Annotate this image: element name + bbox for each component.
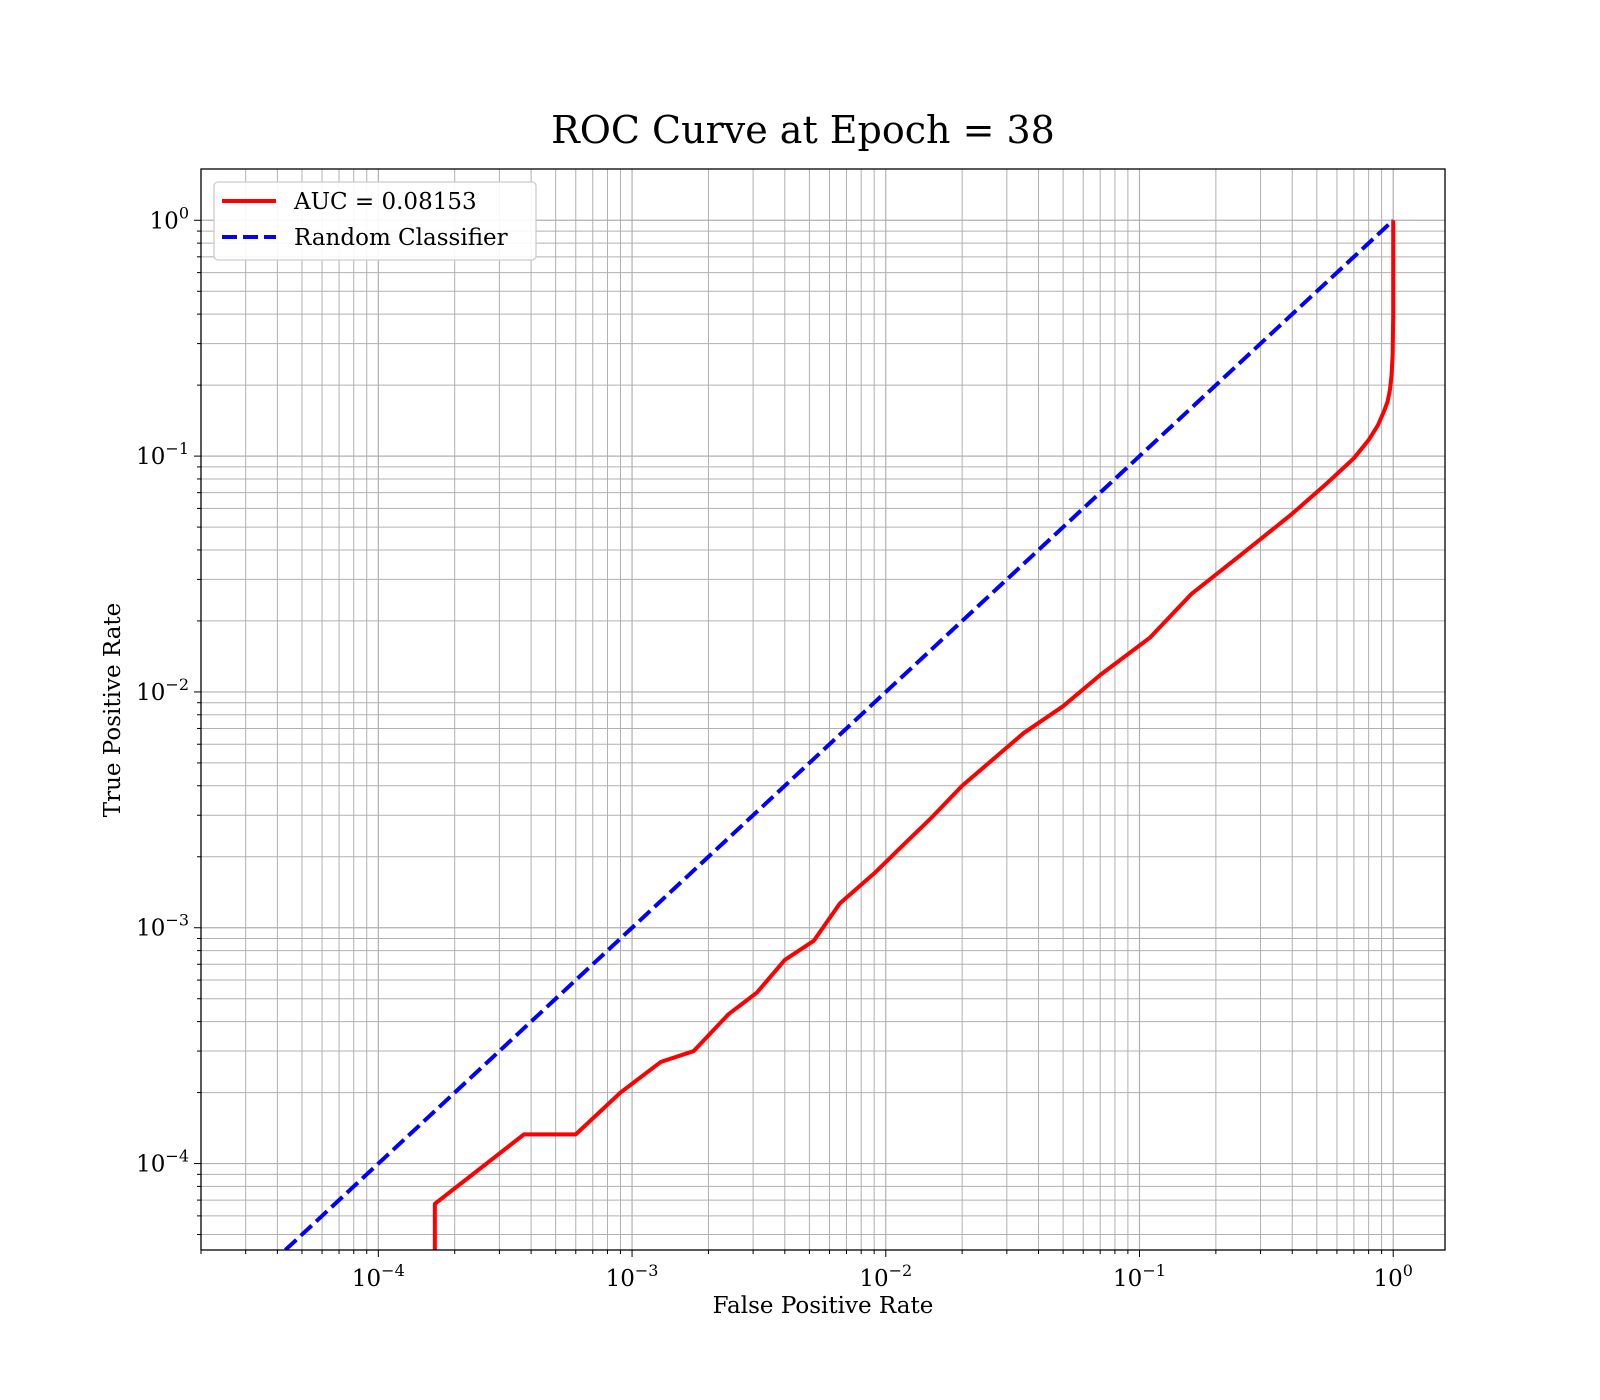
random-classifier-line — [283, 218, 1395, 1250]
y-tick-label: 10−2 — [136, 675, 189, 706]
x-tick-label: 10−1 — [1113, 1261, 1166, 1292]
chart-title: ROC Curve at Epoch = 38 — [551, 108, 1055, 152]
x-tick-label: 10−4 — [352, 1261, 405, 1292]
plot-frame — [200, 168, 1446, 1251]
legend-label-random: Random Classifier — [294, 225, 508, 251]
legend-label-auc: AUC = 0.08153 — [293, 189, 477, 215]
roc-curve-line — [432, 220, 1396, 1250]
grid — [200, 169, 1445, 1250]
x-tick-label: 10−3 — [606, 1261, 659, 1292]
plot-area — [283, 218, 1396, 1250]
x-tick-label: 100 — [1373, 1261, 1412, 1292]
y-tick-label: 10−3 — [136, 911, 189, 942]
y-tick-label: 100 — [150, 203, 189, 234]
y-tick-label: 10−1 — [136, 439, 189, 470]
y-axis-label: True Positive Rate — [100, 603, 126, 818]
legend: AUC = 0.08153 Random Classifier — [213, 181, 537, 261]
x-tick-label: 10−2 — [859, 1261, 912, 1292]
axis-ticks: 10−4 10−3 10−2 10−1 100 10−4 10−3 10−2 10−1 100 — [136, 203, 1413, 1292]
y-tick-label: 10−4 — [136, 1147, 189, 1178]
x-axis-label: False Positive Rate — [713, 1293, 934, 1319]
legend-frame — [213, 181, 537, 261]
